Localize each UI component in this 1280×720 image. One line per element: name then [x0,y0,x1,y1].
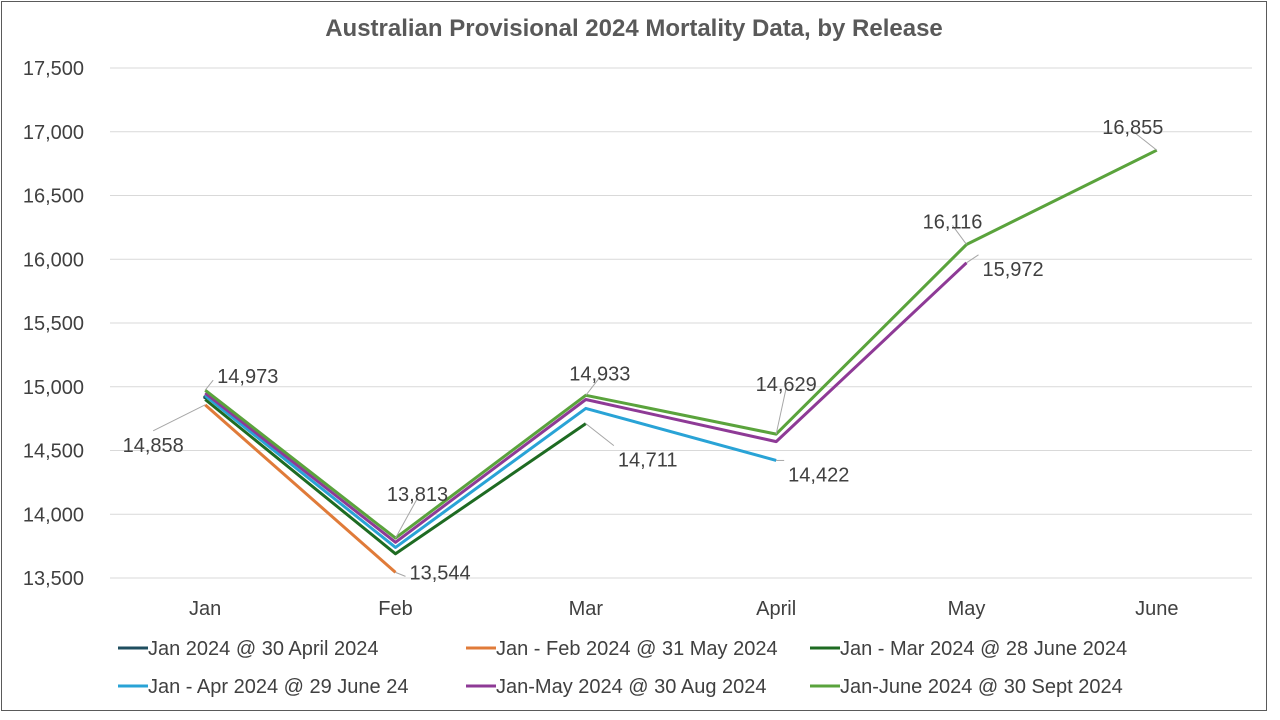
series-line [204,261,968,544]
data-label-leader [395,497,418,539]
data-label-leader [395,571,406,577]
series-line [204,398,587,556]
x-tick-label: Feb [378,598,412,620]
series-line [204,148,1158,540]
gridlines [110,67,1252,579]
data-labels: 14,973 14,858 13,813 13,544 14,933 14,711 14,6… [123,117,1164,584]
chart-frame [1,1,1267,711]
data-label-leader [1132,130,1158,151]
y-axis: 13,500 14,000 14,500 15,000 15,500 16,000 16,5… [23,58,84,590]
data-label-leader [775,387,787,435]
data-label-leader [152,404,206,432]
legend-label: Jan - Apr 2024 @ 29 June 24 [148,676,408,698]
x-tick-label: Jan [189,598,221,620]
legend-label: Jan-June 2024 @ 30 Sept 2024 [840,676,1123,698]
data-label-leader [204,379,214,391]
data-label-leader [585,376,601,396]
y-tick-label: 15,000 [23,377,84,399]
y-tick-label: 15,500 [23,313,84,335]
chart-title: Australian Provisional 2024 Mortality Da… [325,15,943,42]
series-lines [203,148,1158,574]
y-tick-label: 17,500 [23,58,84,80]
x-tick-label: Mar [569,598,604,620]
y-tick-label: 17,000 [23,122,84,144]
data-label-leader [952,225,967,245]
data-label: 14,858 [123,435,184,457]
y-tick-label: 16,000 [23,249,84,271]
y-tick-label: 13,500 [23,568,84,590]
data-label: 13,544 [410,562,471,584]
data-label-leader [966,254,979,264]
data-label: 13,813 [387,484,448,506]
y-tick-label: 16,500 [23,186,84,208]
x-tick-label: April [756,598,796,620]
legend-label: Jan 2024 @ 30 April 2024 [148,638,378,660]
series-line [204,403,397,574]
data-label: 14,711 [618,450,678,472]
x-tick-label: May [948,598,986,620]
data-label-leader [585,423,615,446]
legend-label: Jan - Mar 2024 @ 28 June 2024 [840,638,1127,660]
data-label: 16,116 [923,211,983,233]
legend-label: Jan - Feb 2024 @ 31 May 2024 [496,638,778,660]
y-tick-label: 14,000 [23,504,84,526]
data-label: 14,973 [217,366,278,388]
y-tick-label: 14,500 [23,441,84,463]
legend-label: Jan-May 2024 @ 30 Aug 2024 [496,676,767,698]
x-tick-label: June [1135,598,1178,620]
data-label: 16,855 [1102,117,1163,139]
x-axis: Jan Feb Mar April May June [189,598,1178,620]
data-label: 15,972 [983,259,1044,281]
data-label: 14,933 [569,363,630,385]
data-label: 14,422 [788,464,849,486]
legend: Jan 2024 @ 30 April 2024 Jan - Feb 2024 @… [118,638,1127,698]
series-line [204,394,777,549]
data-label: 14,629 [756,374,817,396]
